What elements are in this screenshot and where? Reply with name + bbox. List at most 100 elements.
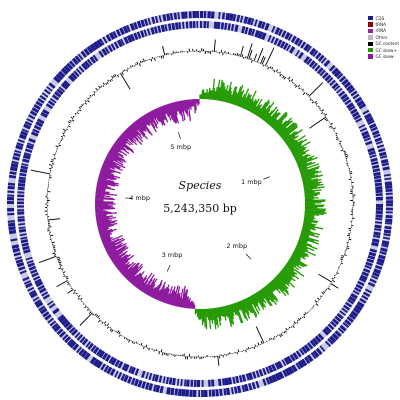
gc-skew-negative-bar: [188, 99, 191, 108]
gc-bar: [288, 79, 291, 82]
cds-forward-feature: [381, 162, 389, 167]
gc-bar: [53, 157, 56, 160]
cds-forward-feature: [371, 130, 380, 136]
gc-skew-negative-bar: [99, 173, 117, 180]
cds-reverse-feature: [154, 374, 159, 382]
cds-forward-feature: [147, 17, 152, 25]
gc-skew-positive-bar: [278, 127, 287, 136]
cds-reverse-feature: [371, 241, 379, 247]
cds-forward-feature: [290, 35, 297, 43]
gc-skew-negative-bar: [102, 238, 112, 244]
cds-forward-feature: [346, 316, 354, 323]
gc-skew-positive-bar: [260, 289, 273, 307]
gc-skew-positive-bar: [280, 123, 298, 138]
gc-bar: [77, 110, 79, 112]
cds-forward-feature: [233, 386, 238, 394]
cds-reverse-feature: [196, 379, 200, 387]
gc-bar: [87, 306, 89, 309]
gc-skew-negative-bar: [99, 232, 111, 238]
gc-skew-negative-bar: [191, 99, 194, 107]
gc-skew-negative-bar: [138, 118, 151, 134]
gc-bar: [330, 283, 339, 289]
gc-skew-negative-bar: [123, 262, 139, 278]
cds-forward-feature: [274, 372, 281, 381]
gc-skew-positive-bar: [266, 284, 274, 293]
cds-forward-feature: [83, 48, 91, 56]
cds-reverse-feature: [303, 55, 311, 64]
cds-reverse-feature: [68, 74, 76, 83]
gc-bar: [318, 105, 320, 108]
gc-skew-positive-bar: [275, 276, 289, 290]
gc-bar: [71, 119, 75, 122]
gc-skew-negative-bar: [167, 289, 174, 305]
cds-reverse-feature: [362, 268, 371, 274]
gc-skew-positive-bar: [264, 106, 278, 123]
gc-bar: [237, 349, 240, 353]
cds-reverse-feature: [336, 312, 344, 320]
cds-forward-feature: [27, 286, 35, 292]
gc-skew-negative-bar: [114, 141, 127, 151]
gc-skew-positive-bar: [234, 302, 244, 324]
gc-skew-negative-bar: [153, 109, 161, 123]
gc-bar: [78, 294, 81, 298]
gc-skew-negative-bar: [101, 165, 121, 175]
cds-reverse-feature: [35, 121, 44, 128]
gc-skew-negative-bar: [186, 99, 189, 110]
cds-forward-feature: [44, 313, 52, 321]
gc-bar: [93, 93, 96, 96]
gc-skew-negative-bar: [96, 183, 109, 188]
cds-reverse-feature: [146, 28, 151, 36]
gc-skew-negative-bar: [172, 102, 180, 124]
gc-skew-positive-bar: [291, 141, 311, 154]
gc-skew-positive-bar: [215, 307, 219, 318]
gc-skew-negative-bar: [149, 287, 156, 297]
gc-bar: [255, 326, 265, 344]
gc-skew-negative-bar: [169, 286, 176, 305]
cds-forward-feature: [35, 100, 43, 107]
gc-skew-negative-bar: [164, 293, 170, 304]
gc-skew-positive-bar: [211, 78, 216, 100]
gc-bar: [79, 312, 93, 326]
gc-skew-positive-bar: [266, 108, 279, 124]
cds-forward-feature: [10, 166, 18, 172]
cds-forward-feature: [99, 38, 105, 46]
cds-forward-feature: [14, 256, 23, 261]
gc-bar: [335, 138, 339, 141]
cds-forward-feature: [368, 123, 377, 129]
cds-forward-feature: [324, 340, 332, 348]
cds-forward-feature: [166, 387, 171, 395]
cds-reverse-feature: [42, 294, 50, 300]
gc-skew-positive-bar: [284, 129, 303, 143]
gc-skew-positive-bar: [299, 168, 308, 173]
cds-forward-feature: [162, 14, 167, 22]
cds-reverse-feature: [267, 34, 272, 43]
gc-skew-negative-bar: [152, 109, 160, 122]
gc-skew-positive-bar: [300, 170, 319, 177]
cds-reverse-feature: [25, 144, 34, 150]
gc-skew-positive-bar: [296, 155, 315, 164]
gc-bar: [311, 99, 313, 102]
cds-reverse-feature: [185, 21, 189, 29]
gc-skew-negative-bar: [155, 289, 162, 300]
cds-forward-feature: [346, 84, 354, 92]
gc-bar: [69, 119, 72, 122]
gc-skew-negative-bar: [189, 99, 192, 110]
cds-reverse-feature: [70, 72, 78, 80]
gc-bar: [106, 82, 109, 85]
gc-skew-positive-bar: [258, 101, 270, 118]
gc-skew-positive-bar: [274, 277, 288, 290]
gc-skew-negative-bar: [150, 110, 159, 125]
cds-reverse-feature: [85, 341, 92, 348]
gc-skew-negative-bar: [106, 154, 118, 162]
gc-skew-positive-bar: [286, 139, 295, 146]
gc-skew-positive-bar: [293, 149, 310, 158]
gc-skew-negative-bar: [147, 283, 156, 296]
gc-skew-negative-bar: [110, 148, 124, 157]
cds-forward-feature: [7, 185, 15, 190]
gc-skew-positive-bar: [268, 111, 280, 125]
cds-forward-feature: [20, 130, 28, 137]
cds-forward-feature: [10, 162, 19, 168]
cds-reverse-feature: [201, 379, 204, 387]
gc-skew-positive-bar: [238, 96, 244, 107]
gc-skew-positive-bar: [294, 249, 310, 258]
